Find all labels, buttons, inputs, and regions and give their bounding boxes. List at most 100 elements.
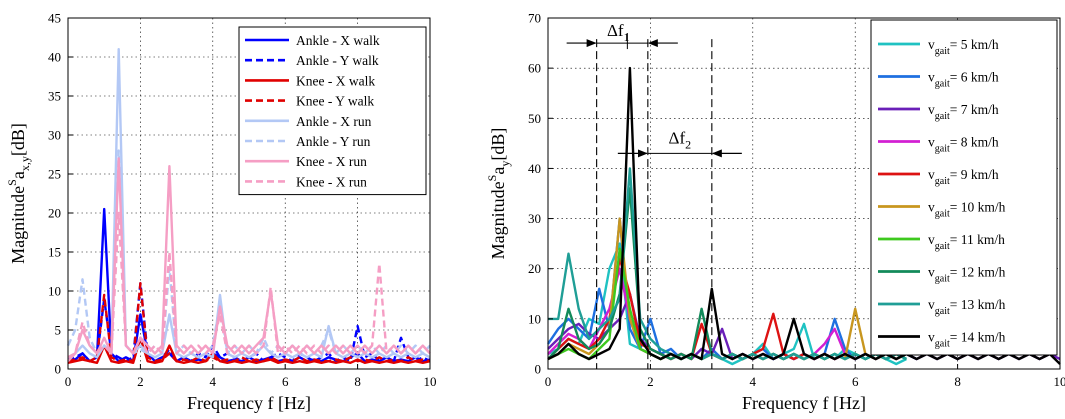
right-chart-series — [547, 66, 1061, 366]
legend-label-rest: = 10 km/h — [950, 200, 1006, 215]
left-chart-ylabel: MagnitudeSax,y[dB] — [5, 123, 32, 264]
legend-label: Ankle - Y run — [296, 134, 371, 149]
legend-label: vgait= 7 km/h — [928, 102, 999, 122]
x-tick-label: 10 — [1054, 374, 1065, 389]
legend-label: vgait= 14 km/h — [928, 330, 1006, 350]
legend-label-sub: gait — [935, 144, 950, 155]
delta-f1-sub: 1 — [624, 30, 630, 44]
y-tick-label: 45 — [48, 11, 61, 26]
series-line-9 — [548, 167, 907, 361]
right-ylabel-main: Magnitude — [488, 181, 508, 259]
legend-label-v: v — [928, 265, 935, 280]
legend-label-sub: gait — [935, 274, 950, 285]
legend-label-sub: gait — [935, 111, 950, 122]
legend-label-rest: = 7 km/h — [950, 102, 999, 117]
left-chart: 0 2 4 6 8 10 0 5 10 15 20 25 30 35 40 45 Frequency f [H… — [5, 11, 437, 414]
legend-label-rest: = 9 km/h — [950, 167, 999, 182]
delta-f1-label: Δf1 — [607, 21, 630, 44]
legend-label-v: v — [928, 297, 935, 312]
legend-label-v: v — [928, 167, 935, 182]
left-ylabel-unit: [dB] — [8, 123, 28, 156]
y-tick-label: 10 — [48, 284, 61, 299]
x-tick-label: 4 — [750, 374, 757, 389]
legend-label-sub: gait — [935, 79, 950, 90]
x-tick-label: 0 — [65, 374, 72, 389]
x-tick-label: 10 — [424, 374, 437, 389]
right-chart-ticks: 0 2 4 6 8 10 0 10 20 30 40 50 60 70 — [528, 11, 1065, 390]
x-tick-label: 8 — [354, 374, 361, 389]
right-ylabel-var: a — [488, 167, 508, 175]
legend-label: vgait= 6 km/h — [928, 70, 999, 90]
x-tick-label: 6 — [852, 374, 859, 389]
legend-label: Ankle - X run — [296, 114, 372, 129]
y-tick-label: 10 — [528, 311, 541, 326]
series-line-4 — [67, 282, 431, 363]
right-chart-xlabel: Frequency f [Hz] — [742, 393, 866, 413]
y-tick-label: 20 — [528, 261, 541, 276]
y-tick-label: 5 — [55, 323, 62, 338]
right-chart-ylabel: MagnitudeSay[dB] — [485, 128, 512, 260]
x-tick-label: 6 — [282, 374, 289, 389]
x-tick-label: 2 — [137, 374, 144, 389]
left-chart-series — [66, 48, 431, 364]
legend-label: vgait= 8 km/h — [928, 135, 999, 155]
x-tick-label: 8 — [954, 374, 961, 389]
legend-label-sub: gait — [935, 176, 950, 187]
legend-label-v: v — [928, 200, 935, 215]
legend-label: vgait= 9 km/h — [928, 167, 999, 187]
delta-f2-main: Δf — [669, 128, 686, 147]
right-chart-frame — [547, 17, 1061, 370]
x-tick-label: 0 — [545, 374, 552, 389]
legend-box — [238, 26, 427, 196]
y-tick-label: 60 — [528, 61, 541, 76]
y-tick-label: 25 — [48, 167, 61, 182]
legend-label-v: v — [928, 135, 935, 150]
left-ylabel-main: Magnitude — [8, 186, 28, 264]
legend-label-sub: gait — [935, 306, 950, 317]
legend-label: vgait= 13 km/h — [928, 297, 1006, 317]
legend-label: Knee - X run — [296, 154, 367, 169]
y-tick-label: 35 — [48, 89, 61, 104]
y-tick-label: 30 — [48, 128, 61, 143]
y-tick-label: 40 — [48, 50, 61, 65]
x-tick-label: 2 — [647, 374, 654, 389]
legend-label-v: v — [928, 70, 935, 85]
legend-label-v: v — [928, 37, 935, 52]
left-ylabel-sub: x,y — [18, 156, 32, 171]
y-tick-label: 50 — [528, 111, 541, 126]
legend-label-rest: = 14 km/h — [950, 330, 1006, 345]
legend-label-v: v — [928, 102, 935, 117]
legend-label: Knee - X walk — [296, 73, 375, 88]
legend-label-sub: gait — [935, 46, 950, 57]
legend-label: vgait= 12 km/h — [928, 265, 1006, 285]
legend-label-rest: = 11 km/h — [950, 232, 1005, 247]
series-line-7 — [67, 157, 431, 363]
series-line-10 — [547, 66, 1061, 365]
left-chart-legend: Ankle - X walk Ankle - Y walk Knee - X wal… — [238, 26, 427, 196]
legend-label-sub: gait — [935, 241, 950, 252]
legend-label-rest: = 5 km/h — [950, 37, 999, 52]
series-line-8 — [67, 211, 431, 359]
legend-label: vgait= 11 km/h — [928, 232, 1005, 252]
legend-label-sub: gait — [935, 209, 950, 220]
left-chart-xlabel: Frequency f [Hz] — [187, 393, 311, 413]
legend-label-v: v — [928, 330, 935, 345]
y-tick-label: 40 — [528, 161, 541, 176]
legend-label-v: v — [928, 232, 935, 247]
left-ylabel-sup: S — [5, 179, 19, 186]
right-ylabel-sup: S — [485, 175, 499, 182]
left-ylabel-var: a — [8, 171, 28, 179]
legend-label: Knee - X run — [296, 174, 367, 189]
y-tick-label: 30 — [528, 211, 541, 226]
legend-label-rest: = 6 km/h — [950, 70, 999, 85]
delta-f1-main: Δf — [607, 21, 624, 40]
legend-label: vgait= 5 km/h — [928, 37, 999, 57]
legend-label-sub: gait — [935, 339, 950, 350]
legend-label: vgait= 10 km/h — [928, 200, 1006, 220]
legend-label: Knee - Y walk — [296, 94, 374, 109]
y-tick-label: 0 — [535, 362, 542, 377]
right-ylabel-unit: [dB] — [488, 128, 508, 161]
